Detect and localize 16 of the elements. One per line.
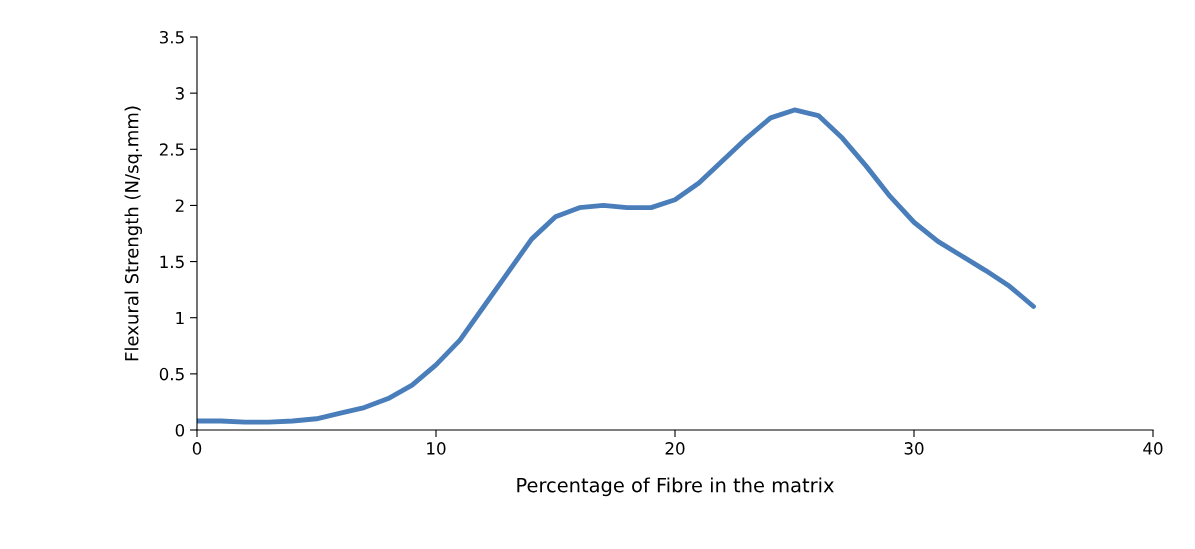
y-tick-label: 2 bbox=[175, 199, 184, 212]
y-axis-title: Flexural Strength (N/sq.mm) bbox=[124, 106, 143, 361]
x-tick-label: 10 bbox=[427, 442, 446, 455]
x-tick-label: 30 bbox=[904, 442, 924, 455]
y-tick-label: 3 bbox=[175, 87, 184, 100]
y-tick-label: 0 bbox=[175, 423, 185, 437]
line-series bbox=[197, 107, 1036, 425]
x-axis-title: Percentage of Fibre in the matrix bbox=[517, 477, 834, 497]
x-tick-label: 20 bbox=[665, 442, 685, 455]
y-tick-label: 1 bbox=[176, 311, 184, 325]
y-tick-label: 1.5 bbox=[160, 255, 184, 269]
y-tick-label: 2.5 bbox=[159, 143, 184, 156]
x-tick-label: 40 bbox=[1143, 442, 1163, 455]
x-tick-label: 0 bbox=[192, 442, 202, 455]
y-tick-label: 0.5 bbox=[159, 367, 184, 381]
y-tick-label: 3.5 bbox=[159, 30, 184, 44]
